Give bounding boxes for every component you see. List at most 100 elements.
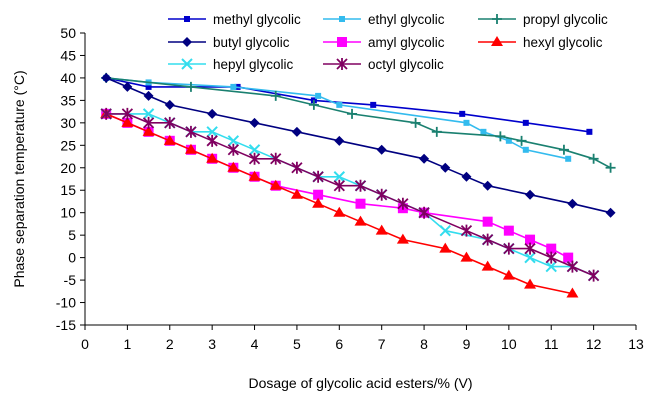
data-point [248,170,261,181]
data-point [605,162,616,173]
data-point [605,207,616,218]
data-point [545,251,557,264]
x-tick-label: 7 [378,336,386,352]
data-point [459,110,466,117]
data-point [249,117,260,128]
series-hepyl-glycolic [100,108,600,282]
y-axis-title: Phase separation temperature (°C) [11,70,27,287]
legend-swatch-marker [491,36,503,46]
x-tick-label: 8 [420,336,428,352]
y-tick-label: 25 [60,137,76,153]
data-point [163,134,176,145]
data-point [354,215,367,226]
data-point [143,90,154,101]
legend-swatch-marker [336,58,348,70]
data-point [142,125,155,136]
legend-item: hepyl glycolic [168,57,294,72]
data-point [248,144,261,156]
legend-label: hexyl glycolic [523,35,603,50]
data-point [460,251,473,262]
data-point [546,243,557,254]
x-tick-label: 9 [463,336,471,352]
legend-item: ethyl glycolic [323,12,445,27]
data-point [227,135,240,147]
data-point [121,107,134,120]
data-point [121,116,134,127]
data-point [522,119,529,126]
data-point [522,146,529,153]
data-point [206,134,218,147]
data-point [482,233,494,246]
data-point [558,144,569,155]
legend-item: methyl glycolic [168,12,301,27]
x-tick-label: 3 [208,336,216,352]
data-point [376,188,388,201]
y-tick-label: 10 [60,205,76,221]
y-tick-label: 40 [60,70,76,86]
x-tick-label: 6 [335,336,343,352]
data-point [308,99,319,110]
legend-label: methyl glycolic [213,12,301,27]
data-point [355,198,366,209]
data-point [269,179,282,190]
data-point [419,153,430,164]
data-point [567,198,578,209]
legend: methyl glycolic ethyl glycolic propyl glyc… [168,12,608,72]
data-point [481,260,494,271]
data-point [334,135,345,146]
legend-item: octyl glycolic [323,57,444,72]
data-point [565,155,572,162]
x-tick-label: 11 [544,336,559,352]
legend-item: hexyl glycolic [478,35,603,50]
legend-label: ethyl glycolic [368,12,445,27]
x-tick-label: 2 [166,336,174,352]
y-tick-label: 15 [60,182,76,198]
x-tick-label: 10 [501,336,517,352]
data-point [524,242,536,255]
data-point [524,251,536,264]
data-point [588,153,599,164]
data-point [461,171,472,182]
data-point [142,108,155,120]
series-line [106,77,611,169]
data-point [525,234,536,245]
data-point [270,152,282,165]
data-point [482,180,493,191]
data-point [101,72,112,83]
y-tick-label: 45 [60,47,76,63]
x-axis-title: Dosage of glycolic acid esters/% (V) [248,375,472,391]
data-point [248,152,261,165]
y-tick-label: -15 [56,317,76,333]
data-point [480,128,487,135]
data-point [290,188,303,199]
data-point [516,135,527,146]
data-point [230,83,237,90]
data-point [439,224,451,237]
data-point [336,101,343,108]
data-point [122,81,133,92]
series-butyl-glycolic [101,72,616,218]
data-point [440,162,451,173]
data-point [333,179,345,192]
legend-item: amyl glycolic [323,35,445,50]
x-tick-label: 1 [123,336,131,352]
data-point [184,143,197,154]
data-point [347,108,358,119]
data-point [563,252,574,263]
y-tick-label: -10 [56,295,76,311]
data-point [164,116,176,129]
legend-swatch-marker [182,37,192,47]
data-point [206,126,218,138]
x-tick-label: 12 [586,336,602,352]
x-tick-label: 4 [251,336,259,352]
data-point [503,242,515,255]
data-point [439,242,452,253]
x-tick-label: 0 [81,336,89,352]
data-point [370,101,377,108]
legend-label: propyl glycolic [523,12,608,27]
data-point [410,117,421,128]
legend-label: amyl glycolic [368,35,445,50]
data-point [312,170,324,183]
